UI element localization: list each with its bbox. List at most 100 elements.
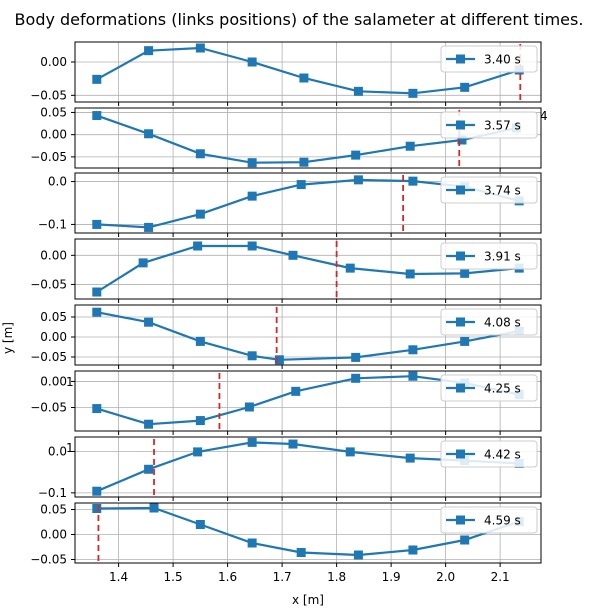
axes-frame — [74, 370, 542, 432]
y-tick-label: 0.0 — [48, 175, 67, 189]
subplot-panel: −0.05 0.00 0.05 3.57 s — [30, 105, 542, 172]
data-point — [351, 373, 361, 383]
data-point — [247, 538, 257, 548]
data-point — [195, 520, 205, 529]
data-point — [244, 402, 254, 412]
data-point — [195, 43, 205, 53]
data-point — [408, 545, 418, 555]
data-point — [144, 46, 154, 56]
legend-marker — [456, 383, 465, 393]
x-tick-label: 1.5 — [164, 570, 183, 584]
y-tick-label: 0.05 — [40, 310, 67, 324]
data-point — [408, 345, 418, 355]
y-tick-label: −0.05 — [30, 553, 67, 567]
legend-box — [440, 176, 538, 204]
axes-frame — [74, 172, 542, 234]
legend-box — [440, 45, 538, 73]
data-point — [353, 550, 363, 560]
y-tick-label: −0.05 — [30, 401, 67, 415]
legend-box — [440, 374, 538, 402]
data-point — [144, 419, 154, 429]
data-point — [193, 447, 203, 457]
subplot-panel: −0.1 0.0 4.42 s — [38, 436, 542, 501]
data-point — [92, 504, 102, 513]
x-tick-label: 2.0 — [436, 570, 455, 584]
data-point — [144, 464, 154, 474]
legend-label: 4.59 s — [484, 514, 521, 528]
stray-tick-label: 1 — [66, 375, 74, 389]
data-point — [457, 135, 467, 145]
data-point — [408, 88, 418, 98]
x-tick-label: 1.7 — [273, 570, 292, 584]
data-point — [195, 209, 205, 219]
legend-marker — [456, 317, 465, 327]
y-tick-label: 0.00 — [40, 374, 67, 388]
legend-box — [440, 111, 538, 139]
data-point — [247, 158, 257, 168]
legend-marker — [456, 54, 465, 64]
axes-frame — [74, 41, 542, 103]
subplot-panel: −0.05 0.00 0.05 4.59 s — [30, 502, 542, 567]
y-tick-label: 0.00 — [40, 128, 67, 142]
y-tick-label: 0.00 — [40, 248, 67, 262]
legend-label: 3.40 s — [484, 53, 521, 67]
subplot-stack: −0.05 0.00 3.40 s −0.05 0.00 0.05 3.57 s −0.1 0.… — [30, 41, 542, 584]
data-point — [195, 416, 205, 426]
subplot-panel: −0.05 0.00 3.40 s — [30, 41, 542, 106]
data-point — [288, 250, 298, 260]
data-point — [460, 336, 470, 346]
legend-marker — [456, 185, 465, 195]
data-point — [92, 219, 102, 229]
y-tick-label: −0.05 — [30, 350, 67, 364]
axes-frame — [74, 436, 542, 498]
data-point — [408, 371, 418, 381]
legend-box — [440, 242, 538, 270]
data-point — [274, 355, 284, 365]
data-point — [247, 241, 257, 251]
data-point — [405, 269, 415, 279]
subplot-panel: −0.05 0.00 3.91 s — [30, 238, 542, 303]
chart-title: Body deformations (links positions) of t… — [15, 10, 584, 29]
y-tick-label: 0.05 — [40, 105, 67, 119]
data-point — [144, 317, 154, 327]
data-point — [195, 336, 205, 346]
legend-label: 3.74 s — [484, 184, 521, 198]
legend-marker — [456, 120, 465, 130]
legend-marker — [456, 449, 465, 459]
y-axis-label: y [m] — [1, 322, 15, 354]
data-point — [138, 258, 148, 268]
y-tick-label: −0.1 — [38, 486, 67, 500]
data-point — [247, 191, 257, 201]
data-point — [92, 287, 102, 297]
stray-tick-label: 4 — [540, 109, 548, 123]
legend-label: 4.08 s — [484, 316, 521, 330]
x-tick-label: 2.1 — [491, 570, 510, 584]
data-point — [351, 352, 361, 362]
data-point — [247, 351, 257, 361]
y-tick-label: 0.00 — [40, 330, 67, 344]
data-point — [92, 74, 102, 84]
x-tick-label: 1.9 — [382, 570, 401, 584]
data-point — [460, 268, 470, 278]
data-point — [299, 73, 309, 83]
data-point — [149, 503, 159, 513]
legend-marker — [456, 251, 465, 261]
axes-frame — [74, 238, 542, 300]
data-point — [144, 129, 154, 139]
legend-label: 3.91 s — [484, 250, 521, 264]
y-tick-label: −0.05 — [30, 150, 67, 164]
data-point — [296, 548, 306, 557]
legend-box — [440, 308, 538, 336]
data-point — [92, 486, 102, 496]
y-tick-label: 0.00 — [40, 55, 67, 69]
data-point — [193, 241, 203, 251]
legend-marker — [456, 515, 465, 525]
data-point — [247, 437, 257, 447]
legend-box — [440, 506, 538, 534]
data-point — [247, 57, 257, 67]
legend-box — [440, 440, 538, 468]
subplot-panel: −0.05 0.00 4.25 s — [30, 370, 542, 435]
legend-label: 4.25 s — [484, 382, 521, 396]
stray-tick-label: 1 — [66, 441, 74, 455]
